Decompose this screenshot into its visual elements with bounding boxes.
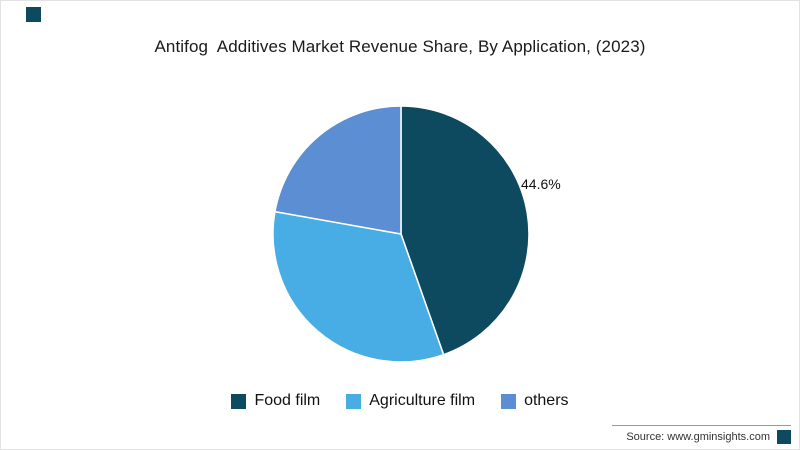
accent-square-bottom-right <box>777 430 791 444</box>
legend-item-others: others <box>501 392 569 410</box>
legend-swatch-food-film <box>231 393 247 409</box>
pie-slice-food-film <box>400 105 530 356</box>
pie-slice-others <box>274 105 402 235</box>
pie-chart-area: 44.6% <box>271 104 561 364</box>
source-text: Source: www.gminsights.com <box>626 431 770 443</box>
legend-label-others: others <box>524 392 569 409</box>
legend-label-agriculture-film: Agriculture film <box>369 392 476 409</box>
legend-item-food-film: Food film <box>231 392 320 410</box>
source-attribution: Source: www.gminsights.com <box>612 425 791 444</box>
chart-title: Antifog Additives Market Revenue Share, … <box>154 37 646 56</box>
data-label-food-film: 44.6% <box>521 176 561 192</box>
legend-label-food-film: Food film <box>254 392 321 409</box>
pie-slice-agriculture-film <box>272 210 445 363</box>
legend-swatch-others <box>501 393 517 409</box>
legend-item-agriculture-film: Agriculture film <box>346 392 475 410</box>
pie-chart <box>272 105 530 363</box>
legend: Food film Agriculture film others <box>1 392 799 410</box>
accent-square-top-left <box>26 7 41 22</box>
legend-swatch-agriculture-film <box>346 393 362 409</box>
